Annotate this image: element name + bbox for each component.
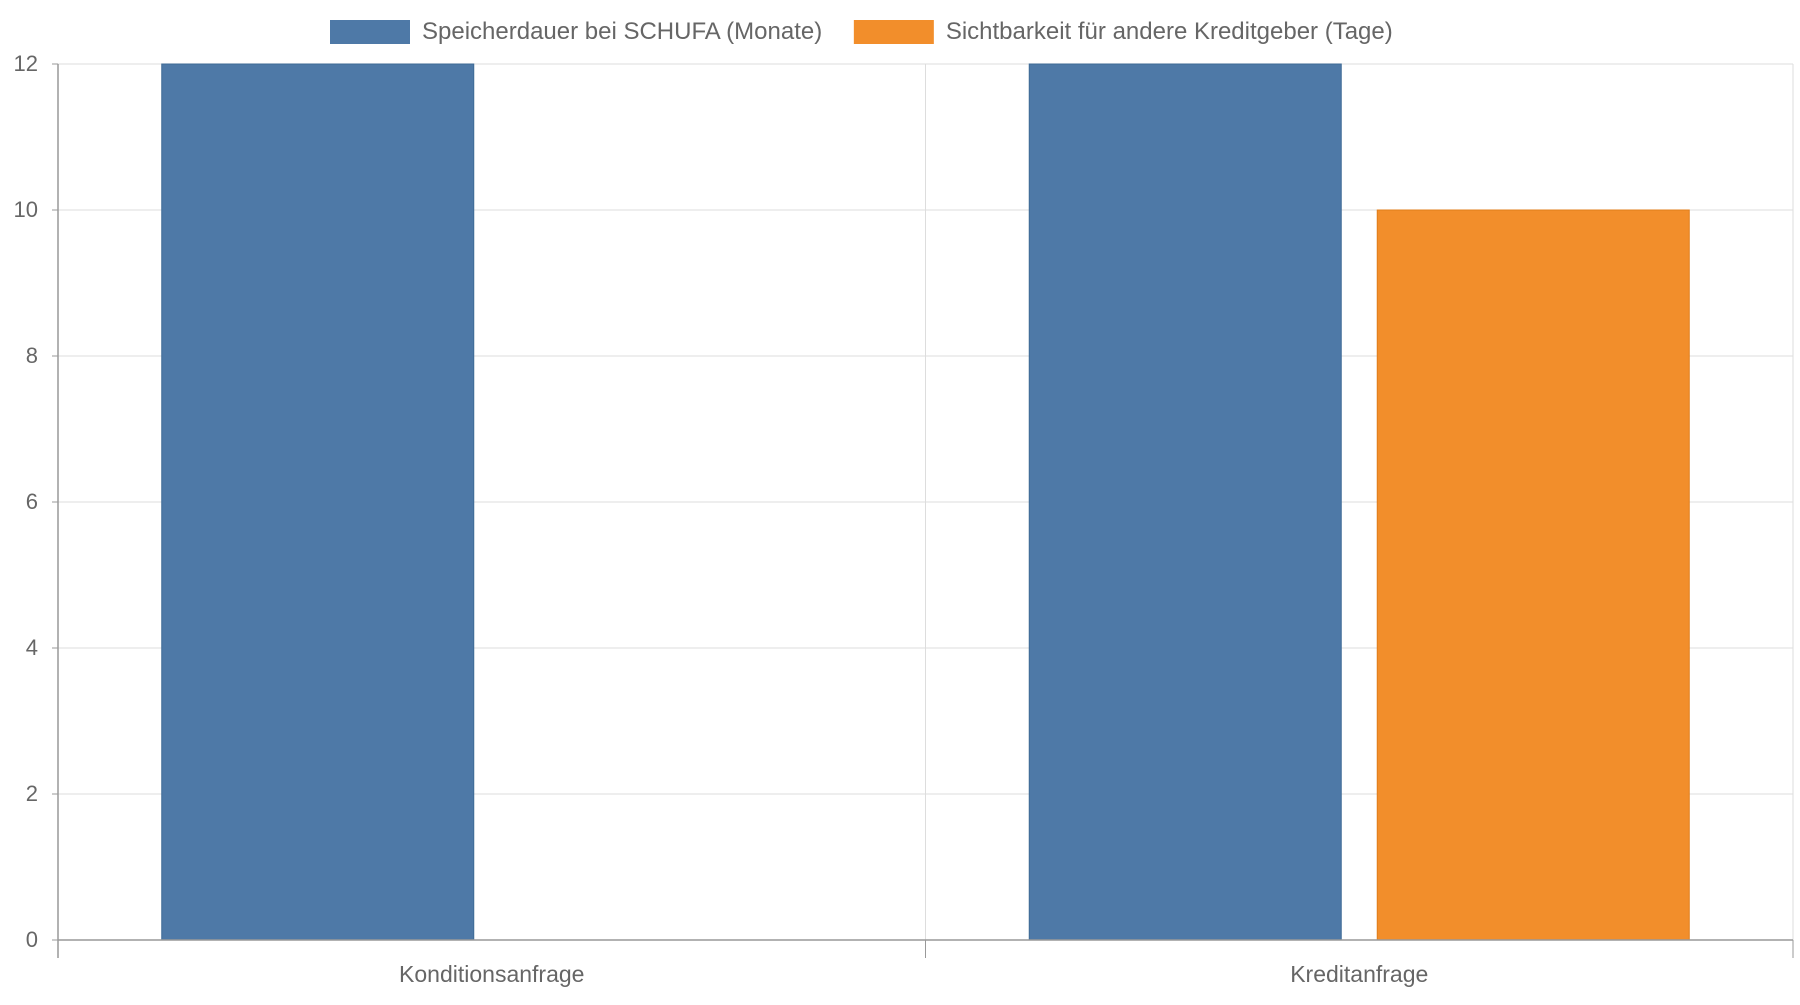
y-tick-label: 2 [26, 781, 38, 806]
y-tick-label: 10 [14, 197, 38, 222]
y-tick-label: 4 [26, 635, 38, 660]
y-tick-label: 0 [26, 927, 38, 952]
bars [161, 63, 1690, 941]
y-tick-label: 8 [26, 343, 38, 368]
legend-item: Sichtbarkeit für andere Kreditgeber (Tag… [853, 18, 1393, 45]
legend-item: Speicherdauer bei SCHUFA (Monate) [330, 18, 822, 45]
y-axis-ticks: 0 2 4 6 8 10 12 [14, 51, 58, 952]
x-axis-ticks: Konditionsanfrage Kreditanfrage [57, 940, 1794, 987]
y-tick-label: 6 [26, 489, 38, 514]
bar [1376, 209, 1690, 941]
x-tick-label: Konditionsanfrage [399, 961, 584, 987]
legend-label: Speicherdauer bei SCHUFA (Monate) [422, 18, 822, 45]
legend: Speicherdauer bei SCHUFA (Monate) Sichtba… [330, 18, 1393, 45]
x-tick-label: Kreditanfrage [1290, 961, 1428, 987]
legend-swatch [853, 20, 934, 44]
bar [1028, 63, 1342, 941]
legend-swatch [330, 20, 410, 44]
y-tick-label: 12 [14, 51, 38, 76]
bar [161, 63, 475, 941]
legend-label: Sichtbarkeit für andere Kreditgeber (Tag… [946, 18, 1393, 45]
